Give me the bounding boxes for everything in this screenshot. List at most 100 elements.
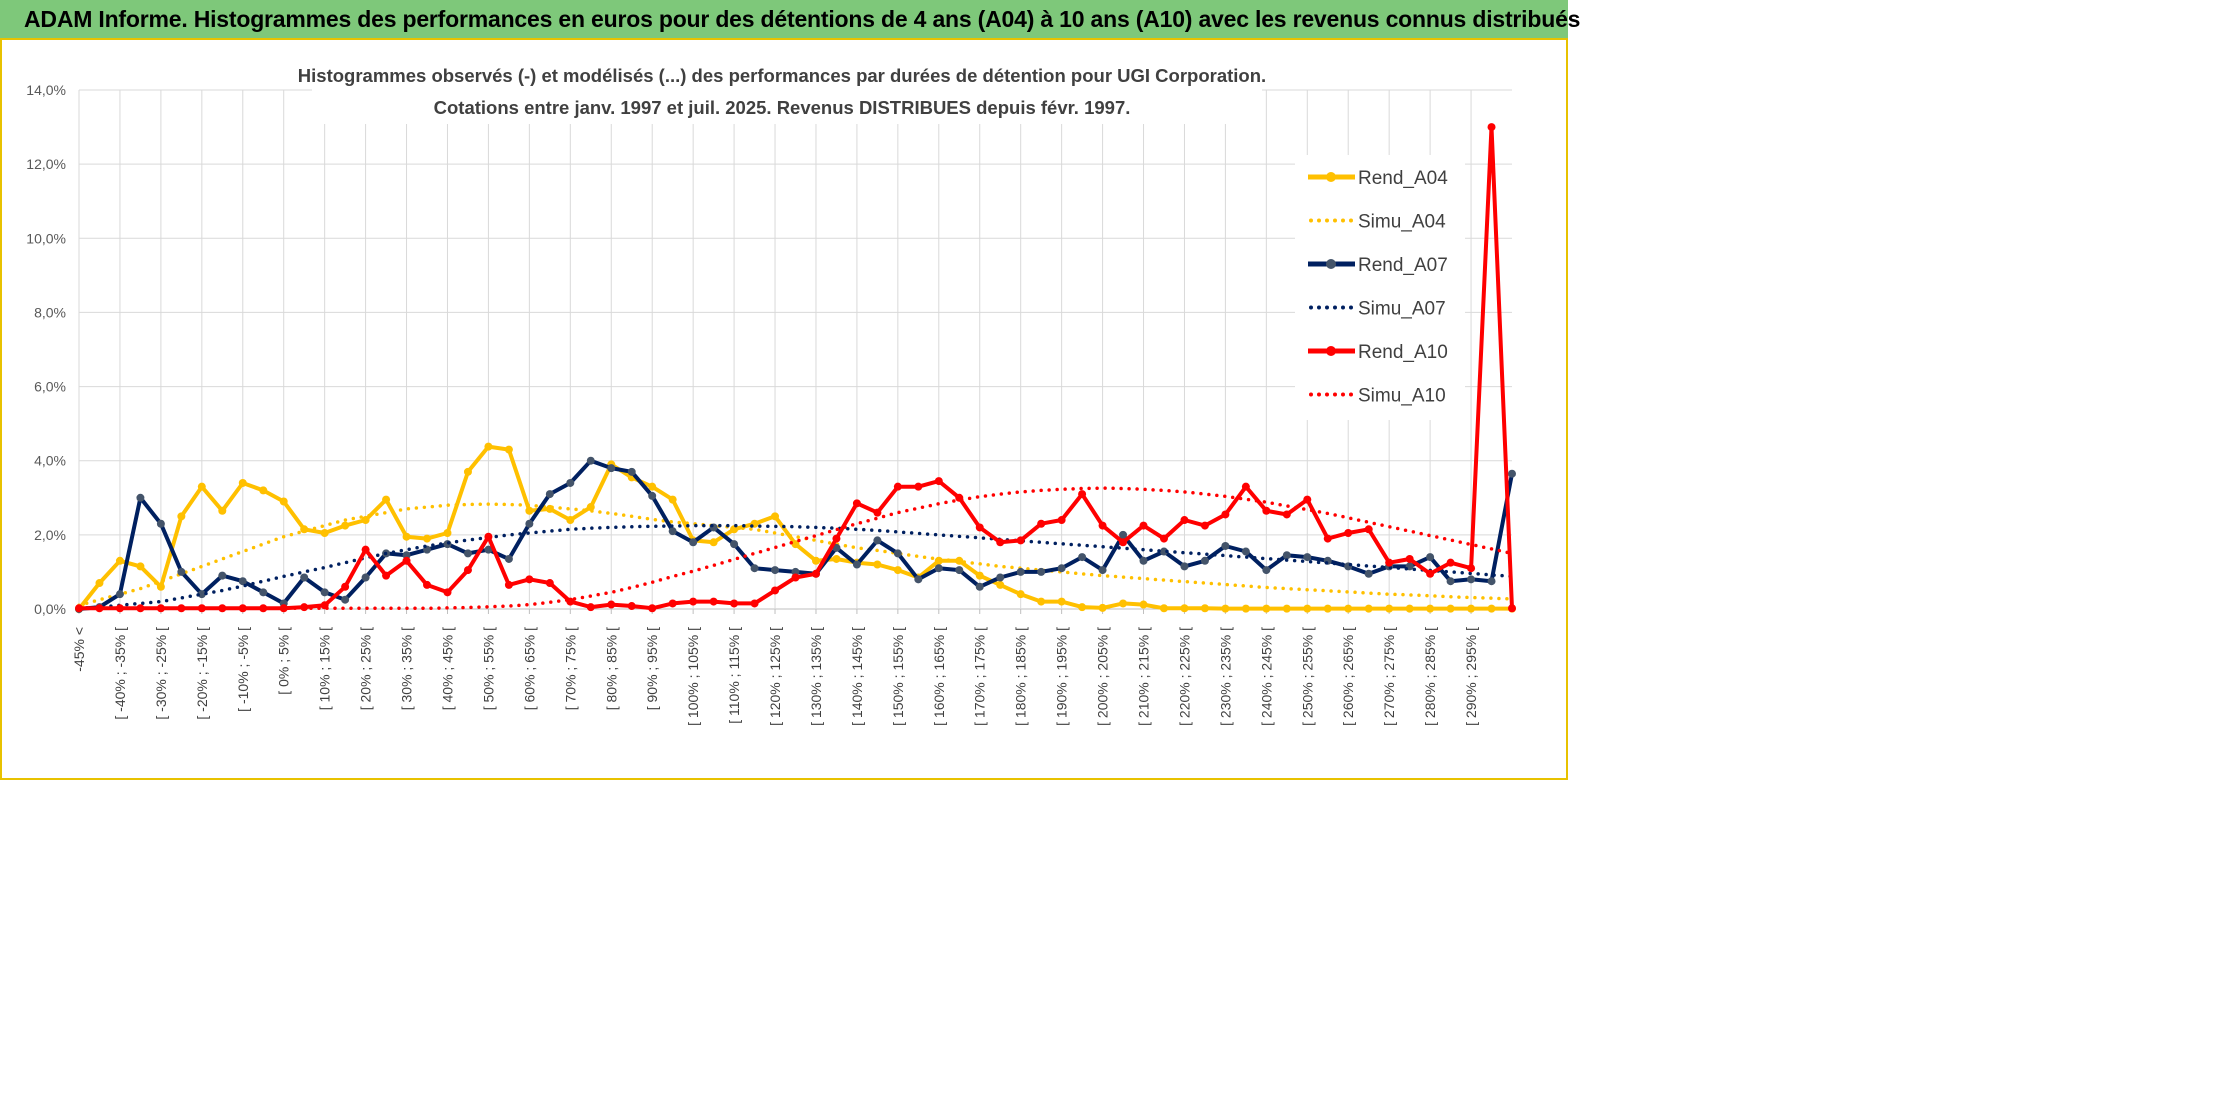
data-point [771, 566, 780, 575]
data-point [95, 579, 104, 588]
data-point [504, 554, 513, 563]
data-point [463, 566, 472, 575]
x-tick-label: [ 230% ; 235% [ [1217, 627, 1233, 726]
data-point [1303, 495, 1312, 504]
x-tick-label: [ -40% ; -35% [ [112, 627, 128, 720]
data-point [975, 582, 984, 591]
x-tick-label: [ 110% ; 115% [ [726, 627, 742, 724]
data-point [341, 521, 350, 530]
data-point [934, 477, 943, 486]
data-point [934, 564, 943, 573]
legend-background [1295, 155, 1465, 420]
data-point [1364, 525, 1373, 534]
data-point [811, 569, 820, 578]
legend-marker [1326, 259, 1336, 269]
data-point [361, 545, 370, 554]
data-point [975, 571, 984, 580]
data-point [525, 575, 534, 584]
data-point [1139, 556, 1148, 565]
data-point [423, 534, 432, 543]
data-point [832, 534, 841, 543]
series-line [77, 444, 1512, 611]
y-tick-label: 0,0% [34, 601, 66, 617]
legend-label: Simu_A10 [1358, 386, 1446, 407]
x-tick-label: [ 50% ; 55% [ [480, 627, 496, 710]
legend-label: Simu_A04 [1358, 212, 1446, 233]
data-point [1078, 553, 1087, 562]
data-point [1037, 519, 1046, 528]
data-point [300, 573, 309, 582]
legend-item: Rend_A04 [1308, 168, 1448, 189]
data-point [1426, 604, 1435, 613]
x-tick-label: [ 20% ; 25% [ [358, 627, 374, 710]
data-point [689, 597, 698, 606]
data-point [607, 464, 616, 473]
data-point [955, 556, 964, 565]
legend-item: Simu_A10 [1309, 386, 1446, 407]
data-point [1426, 553, 1435, 562]
legend-item: Simu_A07 [1309, 299, 1446, 320]
data-point [545, 490, 554, 499]
title-banner: ADAM Informe. Histogrammes des performan… [0, 0, 1580, 40]
data-point [156, 604, 165, 613]
x-tick-label: [ 190% ; 195% [ [1054, 627, 1070, 726]
y-axis-tick-labels: 0,0% 2,0% 4,0% 6,0% 8,0% 10,0% 12,0% 14,0% [26, 82, 66, 617]
x-tick-label: [ 200% ; 205% [ [1095, 627, 1111, 726]
data-point [1200, 521, 1209, 530]
data-point [586, 603, 595, 612]
data-point [320, 529, 329, 538]
data-point [648, 482, 657, 491]
x-axis-tick-labels: -45% < [ -40% ; -35% [[ -30% ; -25% [[ -2… [71, 627, 1479, 726]
data-point [463, 549, 472, 558]
data-point [791, 567, 800, 576]
data-point [238, 577, 247, 586]
data-point [136, 562, 145, 571]
data-point [382, 571, 391, 580]
chart-legend: Rend_A04 Simu_A04 Rend_A07 Simu_A07 Rend_A10… [1295, 155, 1465, 420]
data-point [873, 536, 882, 545]
x-tick-label: [ 180% ; 185% [ [1013, 627, 1029, 726]
data-point [1180, 604, 1189, 613]
data-point [279, 604, 288, 613]
y-tick-label: 12,0% [26, 156, 66, 172]
data-point [1016, 590, 1025, 599]
x-tick-label: [ 70% ; 75% [ [562, 627, 578, 710]
legend-label: Rend_A04 [1358, 168, 1448, 189]
data-point [1282, 551, 1291, 560]
data-point [320, 588, 329, 597]
y-tick-label: 6,0% [34, 379, 66, 395]
data-point [1426, 569, 1435, 578]
data-point [197, 590, 206, 599]
data-point [197, 604, 206, 613]
data-point [1180, 562, 1189, 571]
data-point [361, 516, 370, 525]
data-point [1098, 603, 1107, 612]
chart-series [75, 123, 1516, 613]
x-tick-label: [ 10% ; 15% [ [317, 627, 333, 710]
data-point [996, 538, 1005, 547]
data-point [1344, 529, 1353, 538]
data-point [504, 580, 513, 589]
data-point [1159, 534, 1168, 543]
data-point [136, 493, 145, 502]
data-point [730, 599, 739, 608]
data-point [1057, 516, 1066, 525]
series-rend-a04 [75, 442, 1516, 613]
chart-title: Histogrammes observés (-) et modélisés (… [298, 65, 1266, 86]
data-point [1323, 534, 1332, 543]
y-tick-label: 8,0% [34, 304, 66, 320]
data-point [1037, 567, 1046, 576]
data-point [1057, 564, 1066, 573]
data-point [156, 519, 165, 528]
series-line [77, 523, 1514, 611]
data-point [1446, 558, 1455, 567]
data-point [1057, 597, 1066, 606]
data-point [730, 540, 739, 549]
data-point [750, 564, 759, 573]
data-point [1119, 538, 1128, 547]
x-tick-label: [ 250% ; 255% [ [1299, 627, 1315, 726]
data-point [1262, 506, 1271, 515]
data-point [1508, 604, 1516, 613]
data-point [893, 566, 902, 575]
data-point [689, 538, 698, 547]
